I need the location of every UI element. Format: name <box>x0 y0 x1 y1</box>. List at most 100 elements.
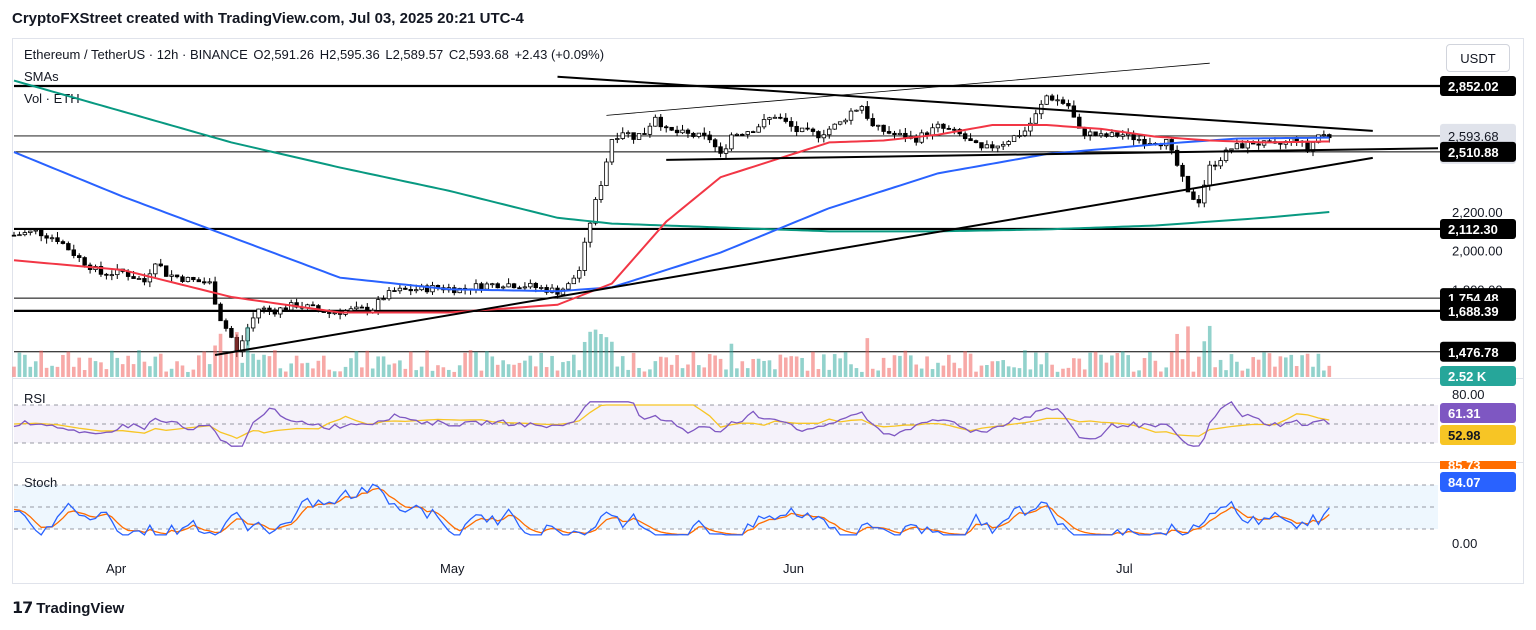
volume-bar <box>729 343 734 377</box>
candle <box>180 276 185 282</box>
volume-bar <box>947 354 951 377</box>
volume-bar <box>789 356 794 377</box>
volume-bar <box>985 365 989 377</box>
volume-bar <box>1191 371 1196 377</box>
volume-bar <box>164 371 168 377</box>
volume-bar <box>115 357 120 377</box>
volume-bar <box>186 371 190 377</box>
volume-bar <box>1104 362 1109 377</box>
candle <box>202 281 207 284</box>
volume-bar <box>1012 367 1016 377</box>
candle <box>756 126 761 133</box>
volume-bar <box>207 364 212 377</box>
rsi-legend[interactable]: RSI <box>24 391 46 406</box>
candle <box>104 273 109 276</box>
sma100-line <box>13 136 1330 293</box>
candle <box>82 257 87 266</box>
volume-bar <box>930 369 935 377</box>
volume-bar <box>213 345 217 377</box>
volume-bar <box>1278 356 1283 377</box>
sma-legend[interactable]: SMAs <box>24 69 59 84</box>
volume-bar <box>1224 370 1228 377</box>
candle <box>609 139 615 163</box>
candle <box>952 128 957 131</box>
candle <box>577 270 582 279</box>
sma50-line <box>13 124 1330 314</box>
candle <box>544 287 549 293</box>
candle <box>740 133 745 136</box>
candle <box>1028 122 1033 132</box>
candle <box>28 230 33 233</box>
volume-bar <box>1229 354 1234 377</box>
candle <box>539 287 544 289</box>
volume-bar <box>1213 367 1217 377</box>
volume-bar <box>283 371 288 377</box>
candle <box>283 307 288 311</box>
volume-bar <box>1028 369 1033 377</box>
volume-bar <box>294 355 299 377</box>
candle <box>365 306 370 313</box>
candle <box>1234 143 1240 150</box>
volume-bar <box>1300 355 1304 377</box>
candle <box>680 129 685 134</box>
price-level-label: 2,510.88 <box>1448 145 1499 160</box>
candle <box>11 234 17 237</box>
candle <box>495 283 500 289</box>
candle <box>1087 131 1093 136</box>
candle <box>278 307 283 315</box>
candle <box>1082 127 1087 136</box>
candle <box>38 229 44 237</box>
stoch-legend[interactable]: Stoch <box>24 475 58 490</box>
candle <box>625 132 631 135</box>
candle <box>17 234 22 237</box>
volume-bar <box>419 366 424 377</box>
candle <box>1218 160 1223 167</box>
candle <box>870 118 875 127</box>
candle <box>685 129 691 134</box>
pane-separator[interactable] <box>12 378 1524 379</box>
volume-bar <box>582 341 587 377</box>
symbol-name[interactable]: Ethereum / TetherUS · 12h · BINANCE <box>24 47 248 62</box>
chart-frame[interactable] <box>12 38 1524 584</box>
price-level-label-badge <box>1440 75 1516 96</box>
volume-bar <box>778 354 783 377</box>
volume-bar <box>300 363 304 377</box>
currency-button[interactable]: USDT <box>1446 44 1510 72</box>
candle <box>734 133 740 136</box>
x-tick-label: May <box>440 561 465 576</box>
stoch-d-label: 85.73 <box>1448 458 1481 473</box>
candle <box>620 132 625 139</box>
candle <box>381 298 386 301</box>
pane-separator[interactable] <box>12 462 1524 463</box>
volume-bar <box>903 350 908 377</box>
volume-bar <box>735 368 739 377</box>
volume-bar <box>1137 370 1141 377</box>
volume-bar <box>1245 368 1250 377</box>
volume-bar <box>745 368 750 377</box>
volume-bar <box>838 358 842 377</box>
candle <box>522 286 528 289</box>
volume-bar <box>1072 358 1076 377</box>
candle <box>696 132 702 137</box>
volume-bar <box>794 356 799 377</box>
volume-bar <box>289 363 293 377</box>
candle <box>517 287 522 290</box>
volume-bar <box>398 360 402 377</box>
volume-bar <box>468 350 473 377</box>
volume-bar <box>267 356 272 377</box>
candle <box>631 132 636 140</box>
candle <box>647 125 653 135</box>
volume-bar <box>860 371 864 377</box>
stoch-k-label-badge <box>1440 472 1516 492</box>
volume-bar <box>593 329 598 377</box>
volume-bar <box>251 353 255 377</box>
volume-bar <box>175 361 179 377</box>
candle <box>332 312 337 315</box>
volume-bar <box>615 366 620 377</box>
volume-bar <box>925 356 929 377</box>
volume-bar <box>1131 371 1136 377</box>
stoch-d-badge <box>1440 461 1516 469</box>
volume-bar <box>66 351 71 377</box>
volume-bar <box>436 365 440 377</box>
